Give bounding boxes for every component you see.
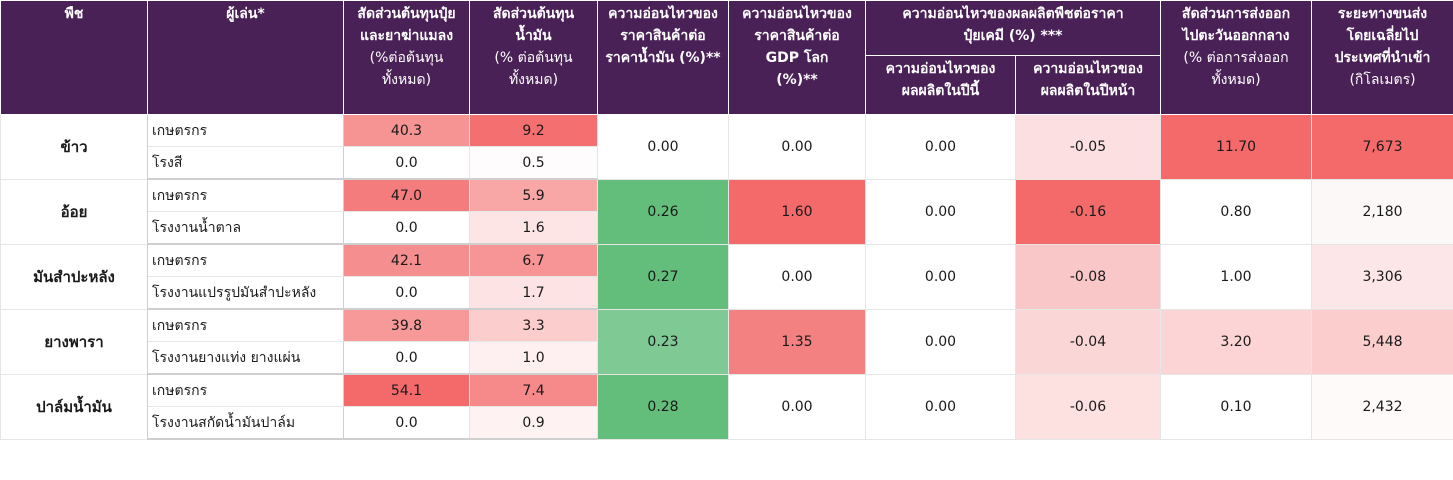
- sensitivity-this-year-value: 0.00: [865, 373, 1016, 440]
- oil-price-sensitivity-value: 0.23: [597, 308, 729, 375]
- header-sensitivity-this-year: ความอ่อนไหวของ ผลผลิตในปีนี้: [865, 55, 1016, 115]
- fertilizer-cost-share-value: 54.1: [343, 373, 470, 407]
- player-name: เกษตรกร: [147, 114, 344, 147]
- header-gdp-sensitivity: ความอ่อนไหวของ ราคาสินค้าต่อ GDP โลก (%)…: [728, 0, 866, 115]
- header-fuel-cost-share: สัดส่วนต้นทุน น้ำมัน (% ต่อต้นทุน ทั้งหม…: [469, 0, 598, 115]
- table-row: อ้อย เกษตรกร 47.0 5.9 0.26 1.60 0.00 -0.16 0.80 2…: [0, 178, 1453, 245]
- middle-east-export-share-value: 3.20: [1160, 308, 1312, 375]
- table-row: ปาล์มน้ำมัน เกษตรกร 54.1 7.4 0.28 0.00 0.00 -0.…: [0, 373, 1453, 440]
- transport-distance-value: 5,448: [1311, 308, 1453, 375]
- fuel-cost-share-value: 5.9: [469, 178, 598, 212]
- header-player: ผู้เล่น*: [147, 0, 344, 115]
- transport-distance-value: 2,180: [1311, 178, 1453, 245]
- fertilizer-cost-share-value: 0.0: [343, 211, 470, 245]
- fertilizer-cost-share-value: 39.8: [343, 308, 470, 342]
- table-row: โรงงานสกัดน้ำมันปาล์ม 0.0 0.9: [1, 406, 1453, 440]
- fertilizer-cost-share-value: 42.1: [343, 243, 470, 277]
- fertilizer-cost-share-value: 0.0: [343, 146, 470, 180]
- header-crop: พืช: [0, 0, 148, 115]
- fuel-cost-share-value: 7.4: [469, 373, 598, 407]
- crop-sensitivity-table: พืช ผู้เล่น* สัดส่วนต้นทุนปุ๋ย และยาฆ่าแ…: [0, 0, 1453, 440]
- crop-name: ยางพารา: [0, 308, 148, 375]
- header-fertilizer-price-sensitivity-group: ความอ่อนไหวของผลผลิตพืชต่อราคา ปุ๋ยเคมี …: [865, 0, 1161, 56]
- table-row: ข้าว เกษตรกร 40.3 9.2 0.00 0.00 0.00 -0.05 11.70…: [0, 114, 1453, 180]
- fertilizer-cost-share-value: 0.0: [343, 276, 470, 310]
- header-fertilizer-cost-share: สัดส่วนต้นทุนปุ๋ย และยาฆ่าแมลง (%ต่อต้นท…: [343, 0, 470, 115]
- gdp-sensitivity-value: 1.60: [728, 178, 866, 245]
- oil-price-sensitivity-value: 0.26: [597, 178, 729, 245]
- gdp-sensitivity-value: 0.00: [728, 114, 866, 180]
- oil-price-sensitivity-value: 0.00: [597, 114, 729, 180]
- sensitivity-next-year-value: -0.04: [1015, 308, 1161, 375]
- sensitivity-next-year-value: -0.16: [1015, 178, 1161, 245]
- fuel-cost-share-value: 6.7: [469, 243, 598, 277]
- header-middle-east-export-share: สัดส่วนการส่งออก ไปตะวันออกกลาง (% ต่อกา…: [1160, 0, 1312, 115]
- middle-east-export-share-value: 11.70: [1160, 114, 1312, 180]
- fertilizer-cost-share-value: 40.3: [343, 114, 470, 147]
- table-row: มันสำปะหลัง เกษตรกร 42.1 6.7 0.27 0.00 0.00 -0.…: [0, 243, 1453, 310]
- sensitivity-this-year-value: 0.00: [865, 114, 1016, 180]
- fuel-cost-share-value: 0.5: [469, 146, 598, 180]
- sensitivity-this-year-value: 0.00: [865, 178, 1016, 245]
- transport-distance-value: 3,306: [1311, 243, 1453, 310]
- player-name: เกษตรกร: [147, 178, 344, 212]
- fuel-cost-share-value: 1.7: [469, 276, 598, 310]
- player-name: โรงงานสกัดน้ำมันปาล์ม: [147, 406, 344, 440]
- player-name: โรงสี: [147, 146, 344, 180]
- middle-east-export-share-value: 1.00: [1160, 243, 1312, 310]
- gdp-sensitivity-value: 0.00: [728, 243, 866, 310]
- transport-distance-value: 2,432: [1311, 373, 1453, 440]
- fertilizer-cost-share-value: 47.0: [343, 178, 470, 212]
- table-row: ยางพารา เกษตรกร 39.8 3.3 0.23 1.35 0.00 -0.04 3.…: [0, 308, 1453, 375]
- sensitivity-this-year-value: 0.00: [865, 308, 1016, 375]
- crop-name: อ้อย: [0, 178, 148, 245]
- table-body: ข้าว เกษตรกร 40.3 9.2 0.00 0.00 0.00 -0.05 11.70…: [0, 114, 1453, 440]
- player-name: โรงงานแปรรูปมันสำปะหลัง: [147, 276, 344, 310]
- middle-east-export-share-value: 0.80: [1160, 178, 1312, 245]
- table-row: โรงงานยางแท่ง ยางแผ่น 0.0 1.0: [1, 341, 1453, 375]
- player-name: เกษตรกร: [147, 308, 344, 342]
- header-transport-distance: ระยะทางขนส่ง โดยเฉลี่ยไป ประเทศที่นำเข้า…: [1311, 0, 1453, 115]
- sensitivity-next-year-value: -0.05: [1015, 114, 1161, 180]
- fuel-cost-share-value: 9.2: [469, 114, 598, 147]
- fuel-cost-share-value: 1.6: [469, 211, 598, 245]
- fuel-cost-share-value: 3.3: [469, 308, 598, 342]
- player-name: เกษตรกร: [147, 373, 344, 407]
- transport-distance-value: 7,673: [1311, 114, 1453, 180]
- oil-price-sensitivity-value: 0.27: [597, 243, 729, 310]
- table-row: โรงงานแปรรูปมันสำปะหลัง 0.0 1.7: [1, 276, 1453, 310]
- fuel-cost-share-value: 0.9: [469, 406, 598, 440]
- sensitivity-this-year-value: 0.00: [865, 243, 1016, 310]
- sensitivity-next-year-value: -0.08: [1015, 243, 1161, 310]
- gdp-sensitivity-value: 1.35: [728, 308, 866, 375]
- gdp-sensitivity-value: 0.00: [728, 373, 866, 440]
- crop-name: ข้าว: [0, 114, 148, 180]
- fuel-cost-share-value: 1.0: [469, 341, 598, 375]
- crop-name: ปาล์มน้ำมัน: [0, 373, 148, 440]
- crop-name: มันสำปะหลัง: [0, 243, 148, 310]
- header-oil-price-sensitivity: ความอ่อนไหวของ ราคาสินค้าต่อ ราคาน้ำมัน …: [597, 0, 729, 115]
- player-name: โรงงานน้ำตาล: [147, 211, 344, 245]
- player-name: โรงงานยางแท่ง ยางแผ่น: [147, 341, 344, 375]
- sensitivity-next-year-value: -0.06: [1015, 373, 1161, 440]
- middle-east-export-share-value: 0.10: [1160, 373, 1312, 440]
- fertilizer-cost-share-value: 0.0: [343, 341, 470, 375]
- table-header: พืช ผู้เล่น* สัดส่วนต้นทุนปุ๋ย และยาฆ่าแ…: [0, 0, 1453, 115]
- table-row: โรงสี 0.0 0.5: [1, 146, 1453, 180]
- table-row: โรงงานน้ำตาล 0.0 1.6: [1, 211, 1453, 245]
- player-name: เกษตรกร: [147, 243, 344, 277]
- header-sensitivity-next-year: ความอ่อนไหวของ ผลผลิตในปีหน้า: [1015, 55, 1161, 115]
- fertilizer-cost-share-value: 0.0: [343, 406, 470, 440]
- oil-price-sensitivity-value: 0.28: [597, 373, 729, 440]
